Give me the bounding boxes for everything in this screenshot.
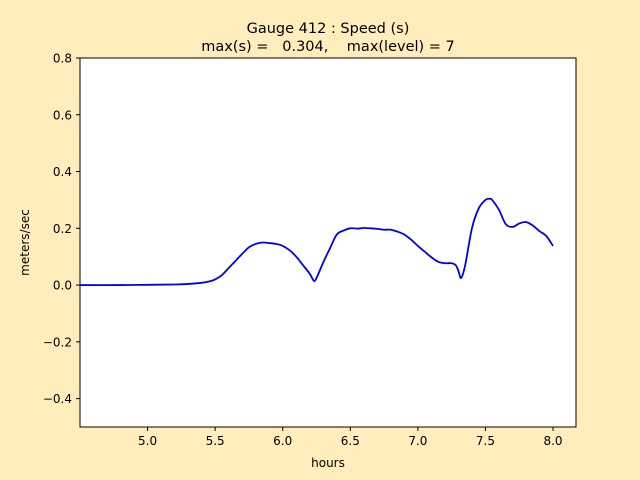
x-axis-label: hours — [311, 456, 345, 470]
x-tick-label: 7.5 — [476, 434, 495, 448]
y-tick-label: 0.4 — [53, 165, 72, 179]
y-axis-label: meters/sec — [18, 209, 32, 276]
x-axis-ticks: 5.0 5.5 6.0 6.5 7.0 7.5 8.0 — [138, 427, 563, 448]
x-tick-label: 6.0 — [273, 434, 292, 448]
y-tick-label: 0.2 — [53, 222, 72, 236]
chart-subtitle: max(s) = 0.304, max(level) = 7 — [201, 39, 455, 55]
y-tick-label: −0.4 — [43, 392, 72, 406]
x-tick-label: 5.0 — [138, 434, 157, 448]
chart-title: Gauge 412 : Speed (s) — [247, 21, 410, 37]
x-tick-label: 6.5 — [341, 434, 360, 448]
plot-frame — [79, 57, 577, 428]
x-tick-label: 8.0 — [543, 434, 562, 448]
x-tick-label: 7.0 — [408, 434, 427, 448]
series-layer — [79, 197, 554, 286]
y-tick-label: 0.8 — [53, 52, 72, 66]
y-axis-ticks: −0.4 −0.2 0.0 0.2 0.4 0.6 0.8 — [43, 52, 80, 406]
series-line — [79, 197, 554, 286]
y-tick-label: 0.6 — [53, 108, 72, 122]
y-tick-label: 0.0 — [53, 279, 72, 293]
plot-area — [80, 58, 576, 427]
x-tick-label: 5.5 — [206, 434, 225, 448]
y-tick-label: −0.2 — [43, 335, 72, 349]
